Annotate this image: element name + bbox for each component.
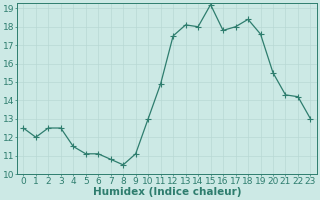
X-axis label: Humidex (Indice chaleur): Humidex (Indice chaleur) — [92, 187, 241, 197]
